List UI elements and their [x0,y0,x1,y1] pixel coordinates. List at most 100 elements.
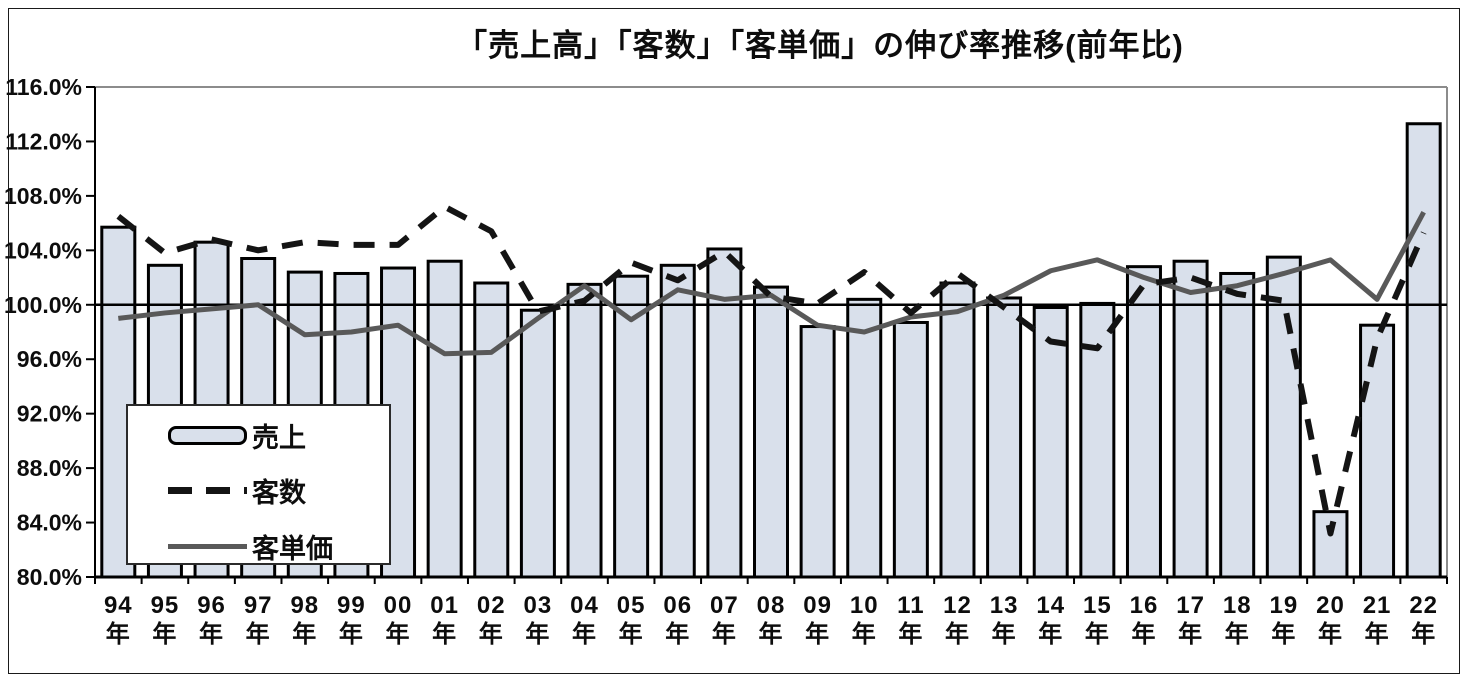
x-label-year-suffix: 年 [572,620,597,648]
unit-price-line-swatch [168,543,247,549]
bar-16年 [1125,265,1162,579]
x-label-year-suffix: 年 [665,620,690,648]
x-label-year-suffix: 年 [1131,620,1156,648]
x-label-year: 16 [1130,592,1159,619]
x-label-year: 15 [1083,592,1112,619]
x-label-year-suffix: 年 [479,620,504,648]
x-label-year-suffix: 年 [619,620,644,648]
y-tick-label: 112.0% [5,128,82,154]
bar-09年 [799,325,836,579]
x-label-year-suffix: 年 [1365,620,1390,648]
sales-bar-swatch [168,425,247,445]
bar-22年 [1405,122,1442,579]
bar-11年 [892,320,929,579]
x-label-year-suffix: 年 [432,620,457,648]
x-label-year-suffix: 年 [1411,620,1436,648]
x-label-year: 17 [1176,592,1205,619]
x-label-year-suffix: 年 [106,620,131,648]
line-series-客数 [116,203,1427,537]
line-series-客単価 [118,211,1426,357]
y-tick-label: 108.0% [4,183,82,209]
bar-06年 [659,263,696,579]
y-tick-label: 116.0% [5,74,82,100]
solid-line-swatch-icon [168,533,247,559]
x-label-year: 20 [1316,592,1345,619]
x-label-year-suffix: 年 [1178,620,1203,648]
bar-04年 [566,282,603,579]
x-label-year-suffix: 年 [199,620,224,648]
x-label-year-suffix: 年 [525,620,550,648]
y-tick-label: 96.0% [17,346,82,372]
dashed-line-swatch-icon [168,477,247,503]
x-label-year-suffix: 年 [712,620,737,648]
bar-08年 [753,285,789,579]
x-label-year: 10 [850,592,879,619]
x-label-year-suffix: 年 [1318,620,1343,648]
x-label-year-suffix: 年 [1225,620,1250,648]
x-label-year: 11 [897,592,924,619]
x-label-year: 02 [477,592,506,619]
bar-21年 [1359,323,1396,579]
x-label-year-suffix: 年 [852,620,877,648]
x-label-year-suffix: 年 [152,620,177,648]
x-label-year: 96 [197,592,226,619]
x-label-year: 01 [430,592,459,619]
customers-line-swatch [168,486,247,494]
x-label-year: 08 [757,592,786,619]
x-label-year: 04 [570,592,599,619]
x-label-year: 07 [710,592,739,619]
bar-01年 [426,259,463,579]
x-label-year-suffix: 年 [1271,620,1296,648]
x-label-year: 09 [803,592,832,619]
x-label-year: 12 [943,592,972,619]
y-tick-label: 80.0% [17,564,82,590]
x-label-year: 94 [104,592,133,619]
y-tick-label: 100.0% [4,292,82,318]
x-label-year-suffix: 年 [805,620,830,648]
x-label-year-suffix: 年 [1038,620,1063,648]
x-label-year-suffix: 年 [386,620,411,648]
x-label-year-suffix: 年 [292,620,317,648]
x-label-year: 13 [990,592,1019,619]
x-label-year: 98 [290,592,319,619]
bar-03年 [519,308,556,579]
bar-17年 [1172,259,1209,579]
bar-13年 [986,296,1023,579]
x-label-year: 18 [1223,592,1252,619]
x-label-year-suffix: 年 [945,620,970,648]
y-tick-label: 104.0% [4,237,82,263]
x-label-year: 05 [617,592,646,619]
x-label-year: 14 [1036,592,1065,619]
x-label-year: 99 [337,592,366,619]
bar-12年 [939,281,976,579]
x-label-year-suffix: 年 [1085,620,1110,648]
bar-02年 [473,281,510,579]
x-label-year-suffix: 年 [339,620,364,648]
x-label-year-suffix: 年 [759,620,784,648]
legend-label-customers: 客数 [252,477,306,508]
x-label-year: 19 [1269,592,1298,619]
x-label-year: 21 [1363,592,1392,619]
legend-label-unit-price: 客単価 [252,533,333,564]
legend-item-sales: 売上 [128,422,389,453]
y-tick-label: 88.0% [17,455,82,481]
x-label-year-suffix: 年 [898,620,923,648]
bar-swatch-icon [168,422,247,448]
bar-14年 [1032,306,1069,579]
legend-item-customers: 客数 [128,477,389,508]
x-label-year-suffix: 年 [992,620,1017,648]
legend-item-unit-price: 客単価 [128,533,389,564]
x-label-year: 00 [384,592,413,619]
legend-label-sales: 売上 [252,422,306,453]
legend-box: 売上 客数 客単価 [126,404,391,565]
bar-10年 [846,297,883,579]
x-label-year: 22 [1409,592,1438,619]
x-label-year: 97 [244,592,273,619]
y-tick-label: 84.0% [17,510,82,536]
x-label-year: 95 [151,592,180,619]
chart-title: 「売上高」「客数」「客単価」の伸び率推移(前年比) [456,28,1184,63]
y-tick-label: 92.0% [17,401,82,427]
x-label-year: 06 [663,592,692,619]
